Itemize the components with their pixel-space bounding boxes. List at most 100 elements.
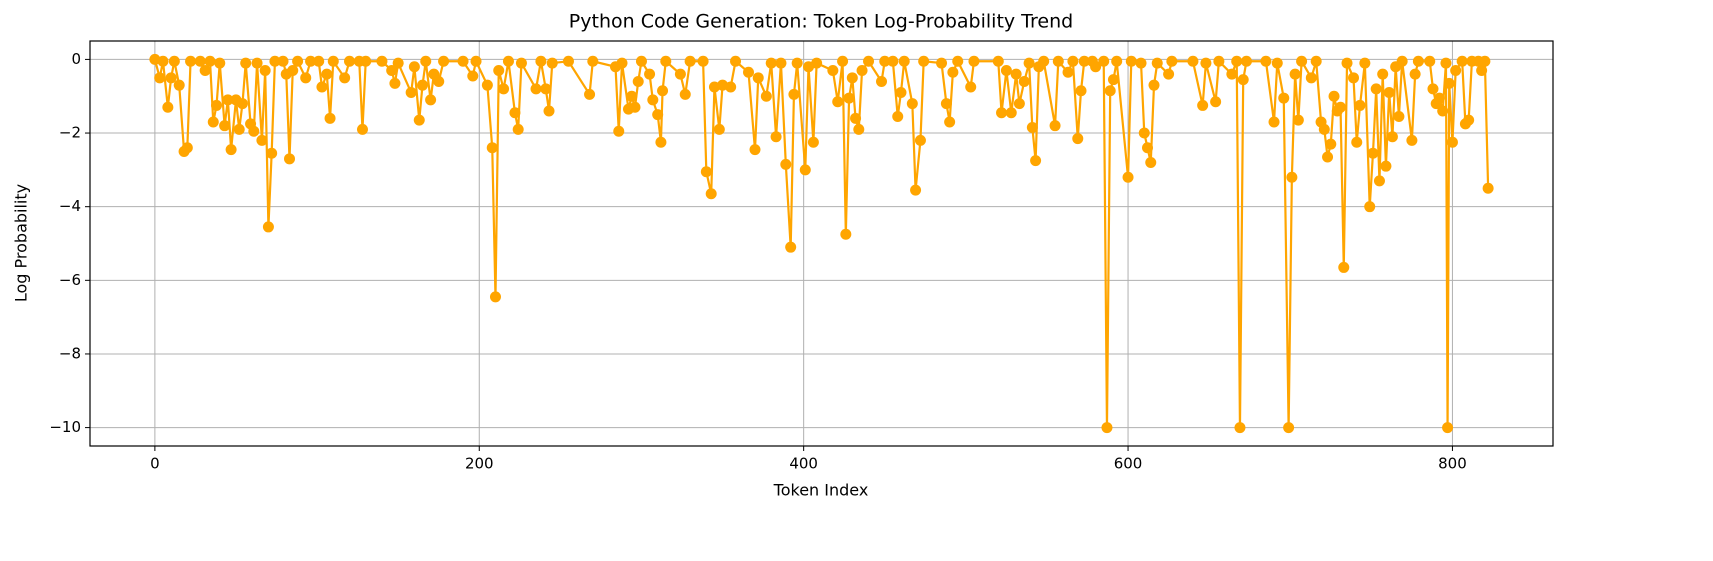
x-tick-label: 800 xyxy=(1438,455,1467,473)
data-point xyxy=(705,188,717,200)
data-point xyxy=(1386,131,1398,143)
x-tick-label: 400 xyxy=(789,455,818,473)
data-point xyxy=(837,55,849,67)
data-point xyxy=(827,64,839,76)
data-point xyxy=(887,55,899,67)
data-point xyxy=(684,55,696,67)
data-point xyxy=(1409,68,1421,80)
data-point xyxy=(1187,55,1199,67)
data-point xyxy=(438,55,450,67)
data-point xyxy=(940,98,952,110)
data-point xyxy=(1446,136,1458,148)
data-point xyxy=(1359,57,1371,69)
data-point xyxy=(644,68,656,80)
data-point xyxy=(587,55,599,67)
data-point xyxy=(1052,55,1064,67)
data-point xyxy=(965,81,977,93)
data-point xyxy=(1111,55,1123,67)
data-point xyxy=(616,57,628,69)
data-point xyxy=(647,94,659,106)
data-point xyxy=(344,55,356,67)
data-point xyxy=(540,83,552,95)
data-point xyxy=(1393,110,1405,122)
data-point xyxy=(1268,116,1280,128)
data-point xyxy=(613,125,625,137)
data-point xyxy=(413,114,425,126)
data-point xyxy=(1213,55,1225,67)
data-point xyxy=(918,55,930,67)
data-point xyxy=(700,166,712,178)
data-point xyxy=(168,55,180,67)
data-point xyxy=(944,116,956,128)
data-point xyxy=(1456,55,1468,67)
data-point xyxy=(1482,182,1494,194)
data-point xyxy=(420,55,432,67)
data-point xyxy=(780,158,792,170)
data-point xyxy=(1138,127,1150,139)
data-point xyxy=(992,55,1004,67)
data-point xyxy=(1049,120,1061,132)
data-point xyxy=(277,55,289,67)
data-point xyxy=(259,64,271,76)
data-point xyxy=(1030,155,1042,167)
data-point xyxy=(300,72,312,84)
data-point xyxy=(752,72,764,84)
data-point xyxy=(1463,114,1475,126)
data-point xyxy=(512,123,524,135)
data-point xyxy=(679,88,691,100)
data-point xyxy=(846,72,858,84)
data-point xyxy=(165,72,177,84)
data-point xyxy=(1098,55,1110,67)
data-point xyxy=(376,55,388,67)
data-point xyxy=(1292,114,1304,126)
data-point xyxy=(1348,72,1359,84)
data-point xyxy=(470,55,482,67)
data-point xyxy=(225,144,237,156)
data-point xyxy=(674,68,686,80)
data-point xyxy=(1440,57,1452,69)
data-point xyxy=(1122,171,1134,183)
data-point xyxy=(1026,122,1038,134)
data-point xyxy=(626,90,638,102)
data-point xyxy=(1424,55,1436,67)
data-point xyxy=(1231,55,1243,67)
data-point xyxy=(652,109,664,121)
data-point xyxy=(481,79,493,91)
data-point xyxy=(405,87,417,99)
data-point xyxy=(1104,85,1116,97)
data-point xyxy=(199,64,211,76)
data-point xyxy=(204,55,216,67)
data-point xyxy=(1197,99,1209,111)
data-point xyxy=(832,96,844,108)
y-tick-label: −10 xyxy=(49,418,81,436)
data-point xyxy=(321,68,333,80)
data-point xyxy=(1377,68,1389,80)
data-point xyxy=(327,55,339,67)
data-point xyxy=(1341,57,1353,69)
data-point xyxy=(1443,77,1455,89)
data-point xyxy=(807,136,819,148)
data-point xyxy=(236,98,248,110)
data-point xyxy=(799,164,811,176)
data-point xyxy=(546,57,558,69)
data-point xyxy=(1380,160,1392,172)
y-tick-label: −2 xyxy=(59,124,81,142)
data-point xyxy=(425,94,437,106)
data-point xyxy=(629,101,641,113)
data-point xyxy=(863,55,875,67)
data-point xyxy=(996,107,1008,119)
data-point xyxy=(1476,64,1488,76)
data-point xyxy=(530,83,542,95)
data-point xyxy=(725,81,737,93)
data-point xyxy=(417,79,428,91)
data-point xyxy=(339,72,351,84)
y-tick-label: −4 xyxy=(59,197,81,215)
data-point xyxy=(222,94,234,106)
data-point xyxy=(1433,92,1445,104)
data-point xyxy=(853,123,865,135)
data-point xyxy=(1437,105,1449,117)
data-point xyxy=(914,134,926,146)
data-point xyxy=(509,107,521,119)
data-point xyxy=(360,55,372,67)
